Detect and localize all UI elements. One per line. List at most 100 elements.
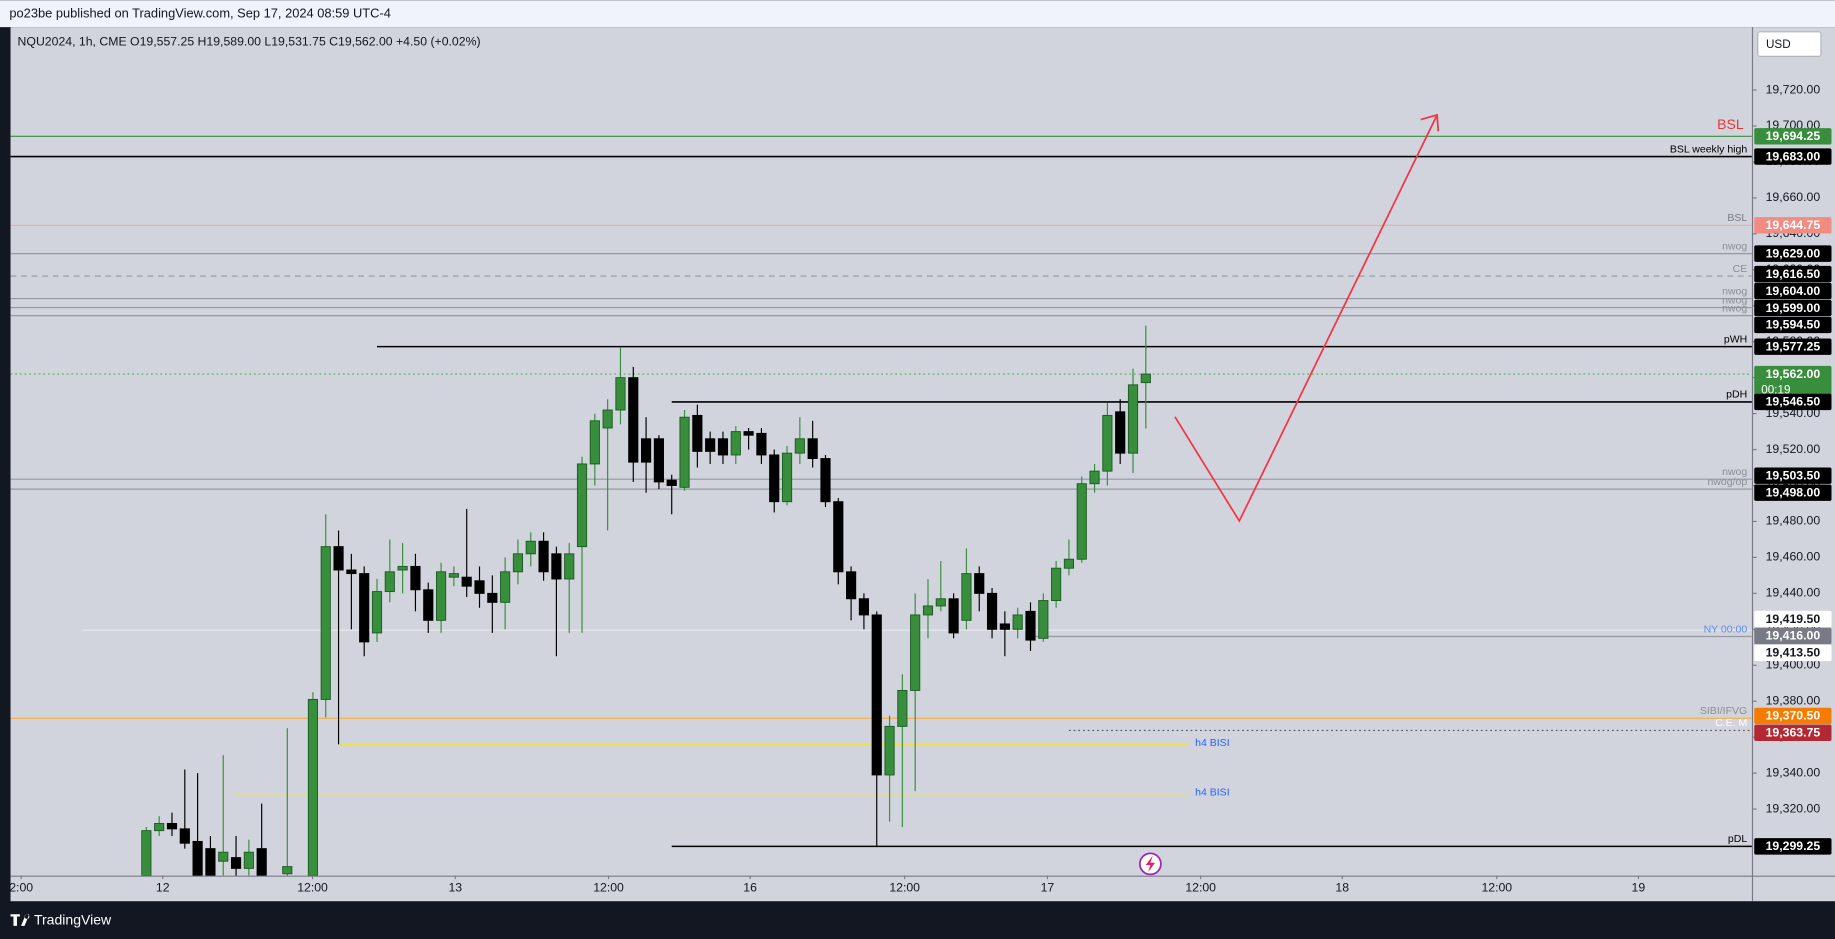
- candle-body: [769, 454, 780, 503]
- candle-body: [705, 438, 716, 452]
- candle-body: [1089, 470, 1100, 485]
- candle-body: [871, 614, 882, 776]
- footer-brand: TradingView: [34, 911, 112, 927]
- footer-bar: [0, 901, 1835, 939]
- candle-body: [564, 553, 575, 580]
- candle-body: [961, 573, 972, 621]
- candle-body: [256, 848, 267, 876]
- x-tick-label: 2:00: [9, 881, 33, 895]
- candle-body: [333, 546, 344, 571]
- candle-body: [512, 553, 524, 573]
- price-tag-label: 19,363.75: [1766, 726, 1821, 740]
- candle-body: [243, 851, 254, 869]
- candle-body: [807, 438, 818, 460]
- level-name: CE: [1733, 263, 1748, 275]
- candle-body: [666, 479, 677, 486]
- candle-body: [487, 592, 498, 603]
- candle-body: [320, 546, 331, 700]
- x-tick-label: 19: [1632, 881, 1646, 895]
- y-tick-label: 19,660.00: [1766, 190, 1821, 204]
- candle-body: [743, 431, 754, 436]
- y-tick-label: 19,380.00: [1766, 693, 1821, 707]
- candle-body: [359, 573, 370, 643]
- candle-body: [423, 589, 434, 621]
- candle-body: [986, 592, 998, 630]
- level-name: nwog: [1722, 466, 1747, 478]
- candle-body: [679, 416, 690, 488]
- level-name: nwog: [1722, 302, 1747, 314]
- candle-body: [282, 866, 293, 875]
- price-tag: [1754, 282, 1832, 300]
- level-name: nwog: [1722, 240, 1747, 252]
- y-tick-label: 19,440.00: [1766, 586, 1821, 600]
- candle-body: [1051, 567, 1062, 602]
- candle-body: [384, 571, 395, 593]
- x-tick-label: 16: [743, 881, 757, 895]
- price-tag: [1754, 265, 1832, 283]
- x-tick-label: 12: [156, 881, 170, 895]
- candle-body: [641, 438, 652, 463]
- y-tick-label: 19,520.00: [1766, 442, 1821, 456]
- candle-body: [1127, 384, 1139, 454]
- x-tick-label: 12:00: [889, 881, 920, 895]
- y-tick-label: 19,340.00: [1766, 765, 1821, 779]
- x-tick-label: 12:00: [297, 881, 328, 895]
- y-tick-label: 19,480.00: [1766, 514, 1821, 528]
- price-tag-label: 19,413.50: [1766, 646, 1821, 660]
- price-tag-label: 19,629.00: [1766, 246, 1821, 260]
- candle-body: [846, 571, 857, 600]
- candle-body: [474, 580, 485, 594]
- candle-body: [833, 501, 844, 573]
- top-bar: [0, 0, 1835, 28]
- price-tag-label: 19,694.25: [1766, 129, 1821, 143]
- x-tick-label: 12:00: [1481, 881, 1512, 895]
- candle-body: [794, 438, 805, 454]
- candle-body: [589, 420, 600, 465]
- candle-body: [397, 565, 408, 571]
- candle-body: [910, 614, 921, 691]
- price-tag: [1754, 365, 1832, 399]
- candle-body: [948, 598, 959, 634]
- level-name: SIBI/IFVG: [1700, 705, 1747, 717]
- candle-body: [1102, 414, 1113, 472]
- x-tick-label: 18: [1335, 881, 1349, 895]
- candle-body: [717, 438, 729, 456]
- candle-body: [551, 553, 562, 580]
- candle-body: [781, 452, 793, 503]
- price-tag: [1754, 724, 1832, 742]
- level-name: nwog: [1722, 294, 1747, 306]
- price-tag: [1754, 707, 1832, 725]
- price-tag-label: 19,299.25: [1766, 839, 1821, 853]
- y-tick-label: 19,720.00: [1766, 82, 1821, 96]
- candle-body: [884, 725, 895, 776]
- price-tag-label: 19,683.00: [1766, 149, 1821, 163]
- candle-body: [179, 828, 190, 844]
- candle-body: [141, 830, 152, 876]
- candle-body: [628, 377, 639, 463]
- level-name: h4 BISI: [1195, 737, 1230, 749]
- y-tick-label: 19,320.00: [1766, 801, 1821, 815]
- level-name: nwog: [1722, 285, 1747, 297]
- candle-body: [922, 605, 934, 616]
- currency-button[interactable]: [1757, 31, 1822, 57]
- candle-body: [576, 463, 588, 548]
- price-tag: [1754, 148, 1832, 165]
- candle-body: [525, 540, 536, 555]
- candle-body: [500, 571, 511, 603]
- y-tick-label: 19,460.00: [1766, 550, 1821, 564]
- candle-body: [1063, 558, 1075, 569]
- price-tag-label: 19,416.00: [1766, 629, 1821, 643]
- candle-body: [897, 689, 908, 727]
- price-tag: [1754, 217, 1832, 234]
- candle-body: [858, 598, 870, 616]
- candle-body: [371, 591, 383, 634]
- candle-body: [154, 822, 165, 832]
- annotation: BSL: [1717, 116, 1744, 132]
- price-tag: [1754, 610, 1832, 628]
- price-tag-label: 19,599.00: [1766, 301, 1821, 315]
- price-tag-label: 19,546.50: [1766, 395, 1821, 409]
- currency: USD: [1766, 38, 1791, 51]
- candle-body: [602, 409, 613, 429]
- candle-body: [230, 857, 242, 869]
